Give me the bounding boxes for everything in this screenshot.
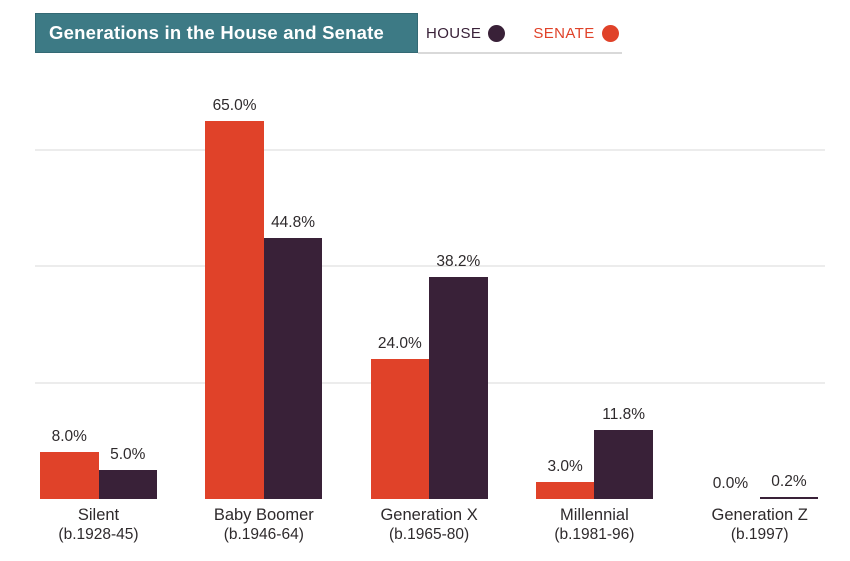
gridline-40	[35, 265, 825, 268]
bar-senate-millennial	[535, 481, 595, 499]
value-label-house-millennial: 11.8%	[602, 406, 646, 424]
category-name: Generation Z	[711, 506, 808, 524]
legend: HOUSE SENATE	[418, 13, 619, 53]
category-name: Baby Boomer	[213, 506, 314, 524]
category-name: Millennial	[560, 506, 629, 524]
value-label-house-generation-z: 0.2%	[771, 473, 807, 491]
chart-title-box: Generations in the House and Senate	[35, 13, 418, 53]
chart-title: Generations in the House and Senate	[49, 22, 384, 43]
value-label-senate-baby-boomer: 65.0%	[212, 96, 257, 114]
category-name: Silent	[77, 506, 120, 524]
bar-senate-generation-x	[370, 359, 430, 499]
legend-label-senate: SENATE	[533, 24, 595, 42]
category-label-millennial: Millennial (b.1981-96)	[509, 506, 679, 544]
value-label-house-generation-x: 38.2%	[436, 252, 481, 270]
category-label-generation-z: Generation Z (b.1997)	[675, 506, 845, 544]
category-subtitle: (b.1997)	[730, 526, 789, 543]
bar-house-generation-z	[759, 497, 819, 499]
value-label-senate-silent: 8.0%	[51, 428, 87, 446]
category-label-silent: Silent (b.1928-45)	[14, 506, 184, 544]
value-label-senate-generation-z: 0.0%	[712, 475, 749, 492]
bar-senate-baby-boomer	[205, 120, 264, 499]
gridline-60	[35, 148, 825, 151]
bar-senate-silent	[40, 452, 99, 499]
bar-house-silent	[98, 469, 157, 499]
bar-house-generation-x	[429, 276, 488, 499]
category-subtitle: (b.1946-64)	[223, 526, 304, 543]
value-label-senate-millennial: 3.0%	[547, 457, 583, 475]
category-label-generation-x: Generation X (b.1965-80)	[344, 506, 514, 544]
legend-item-house: HOUSE	[426, 24, 506, 42]
legend-dot-house	[488, 24, 506, 42]
bar-house-millennial	[594, 430, 653, 499]
legend-item-senate: SENATE	[533, 24, 619, 42]
bar-house-baby-boomer	[263, 238, 323, 499]
category-label-baby-boomer: Baby Boomer (b.1946-64)	[179, 506, 349, 544]
category-name: Generation X	[380, 506, 478, 524]
value-label-senate-generation-x: 24.0%	[377, 335, 422, 353]
category-subtitle: (b.1965-80)	[389, 526, 470, 543]
legend-underline	[418, 52, 622, 54]
value-label-house-silent: 5.0%	[110, 445, 146, 463]
category-subtitle: (b.1928-45)	[58, 526, 139, 543]
legend-dot-senate	[601, 24, 619, 42]
value-label-house-baby-boomer: 44.8%	[271, 214, 316, 232]
legend-label-house: HOUSE	[426, 24, 482, 42]
category-subtitle: (b.1981-96)	[554, 526, 635, 543]
